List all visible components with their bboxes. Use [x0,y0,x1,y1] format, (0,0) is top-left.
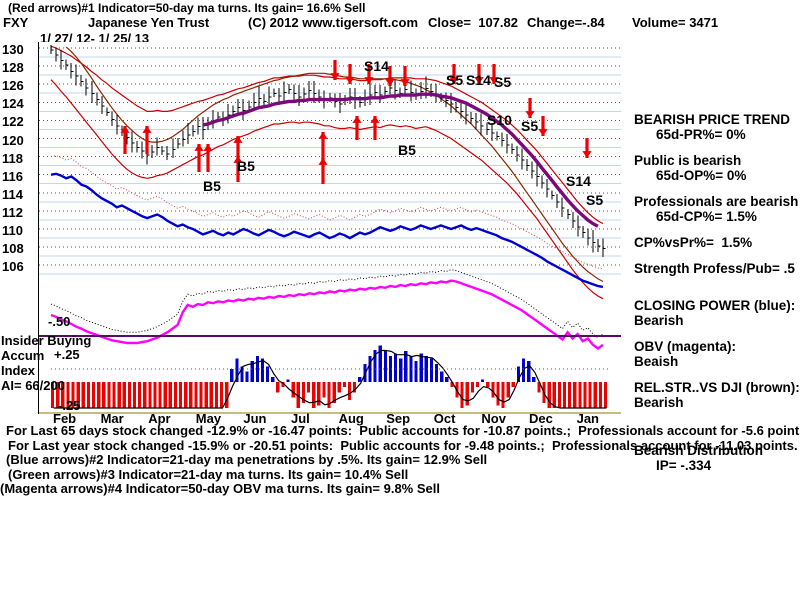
signal-label: B5 [398,142,416,158]
insider-accum-label: Accum [1,348,45,363]
cp-vs-pr-value: CP%vsPr%= 1.5% [634,235,753,250]
footer-line-lastyear: For Last year stock changed -15.9% or -2… [8,437,798,453]
price-axis-tick: 122 [2,114,24,130]
insider-buying-label: Insider Buying [1,333,92,348]
month-axis-tick: Sep [386,411,411,426]
price-change: Change=-.84 [527,15,605,30]
chart-canvas [39,44,621,414]
footer-line-indicator4: (Magenta arrows)#4 Indicator=50-day OBV … [0,481,440,497]
price-axis-tick: 130 [2,42,24,57]
price-axis-tick: 108 [2,241,24,257]
insider-index-label: Index [1,363,35,378]
professionals-value: 65d-CP%= 1.5% [656,209,757,224]
closing-power-value: Bearish [634,313,684,328]
month-axis-tick: Mar [100,411,124,426]
signal-label: B5 [237,158,255,174]
month-axis-tick: Oct [433,411,456,426]
price-axis-tick: 110 [2,223,23,238]
trend-value: 65d-PR%= 0% [656,127,746,142]
month-axis-tick: Nov [481,411,506,426]
month-axis-tick: Jan [576,411,599,426]
distribution-title: Bearish Distribution [634,443,764,458]
insider-ai-value: AI= 66/200 [1,378,65,393]
obv-value: Beaish [634,354,679,369]
distribution-value: IP= -.334 [656,458,712,473]
price-axis-tick: 124 [2,96,24,112]
signal-label: S14 [466,72,491,88]
month-axis-tick: Jul [291,411,310,426]
ticker-symbol: FXY [3,15,29,30]
signal-label: B5 [203,178,221,194]
insider-tick-minus25: -.25 [58,398,81,413]
insider-tick-plus25: +.25 [54,347,80,362]
price-axis-tick: 112 [2,204,23,220]
price-axis-tick: 126 [2,78,24,94]
price-axis-tick: 118 [2,150,23,166]
volume-value: Volume= 3471 [632,15,719,30]
obv-title: OBV (magenta): [634,339,737,354]
closing-power-title: CLOSING POWER (blue): [634,298,796,313]
price-axis-tick: 128 [2,60,24,76]
security-name: Japanese Yen Trust [88,15,210,30]
signal-label: S5 [586,192,604,208]
month-axis-tick: May [195,411,222,426]
indicator-1-legend: (Red arrows)#1 Indicator=50-day ma turns… [8,1,366,15]
signal-label: S14 [566,173,591,189]
signal-label: S5 [446,72,464,88]
footer-line-indicator3: (Green arrows)#3 Indicator=21-day ma tur… [8,466,409,482]
signal-label: S5 [494,74,512,90]
copyright-notice: (C) 2012 www.tigersoft.com [248,15,418,30]
footer-line-indicator2: (Blue arrows)#2 Indicator=21-day ma pene… [6,452,488,468]
public-title: Public is bearish [634,153,742,168]
signal-label: S14 [364,58,389,74]
month-axis-tick: Apr [148,411,171,426]
strength-value: Strength Profess/Pub= .5 [634,261,795,276]
signal-label: S5 [521,118,539,134]
month-axis-tick: Jun [243,411,267,426]
analysis-panel: BEARISH PRICE TREND 65d-PR%= 0% Public i… [634,112,800,473]
professionals-title: Professionals are bearish [634,194,799,209]
insider-tick-minus50: -.50 [48,314,71,329]
close-price: Close= 107.82 [428,15,518,30]
price-axis-tick: 114 [2,186,23,202]
public-value: 65d-OP%= 0% [656,168,747,183]
trend-title: BEARISH PRICE TREND [634,112,791,127]
price-axis-tick: 116 [2,168,23,184]
signal-label: S10 [487,112,512,128]
relative-strength-title: REL.STR..VS DJI (brown): [634,380,800,395]
price-axis-tick: 106 [2,259,24,275]
relative-strength-value: Bearish [634,395,684,410]
month-axis-tick: Aug [338,411,364,426]
price-axis-tick: 120 [2,132,24,148]
price-chart-plot [38,42,621,414]
month-axis-tick: Dec [529,411,553,426]
footer-line-65days: For Last 65 days stock changed -12.9% or… [6,423,800,438]
footer-notes: For Last 65 days stock changed -12.9% or… [0,423,800,497]
month-axis-tick: Feb [53,411,77,426]
